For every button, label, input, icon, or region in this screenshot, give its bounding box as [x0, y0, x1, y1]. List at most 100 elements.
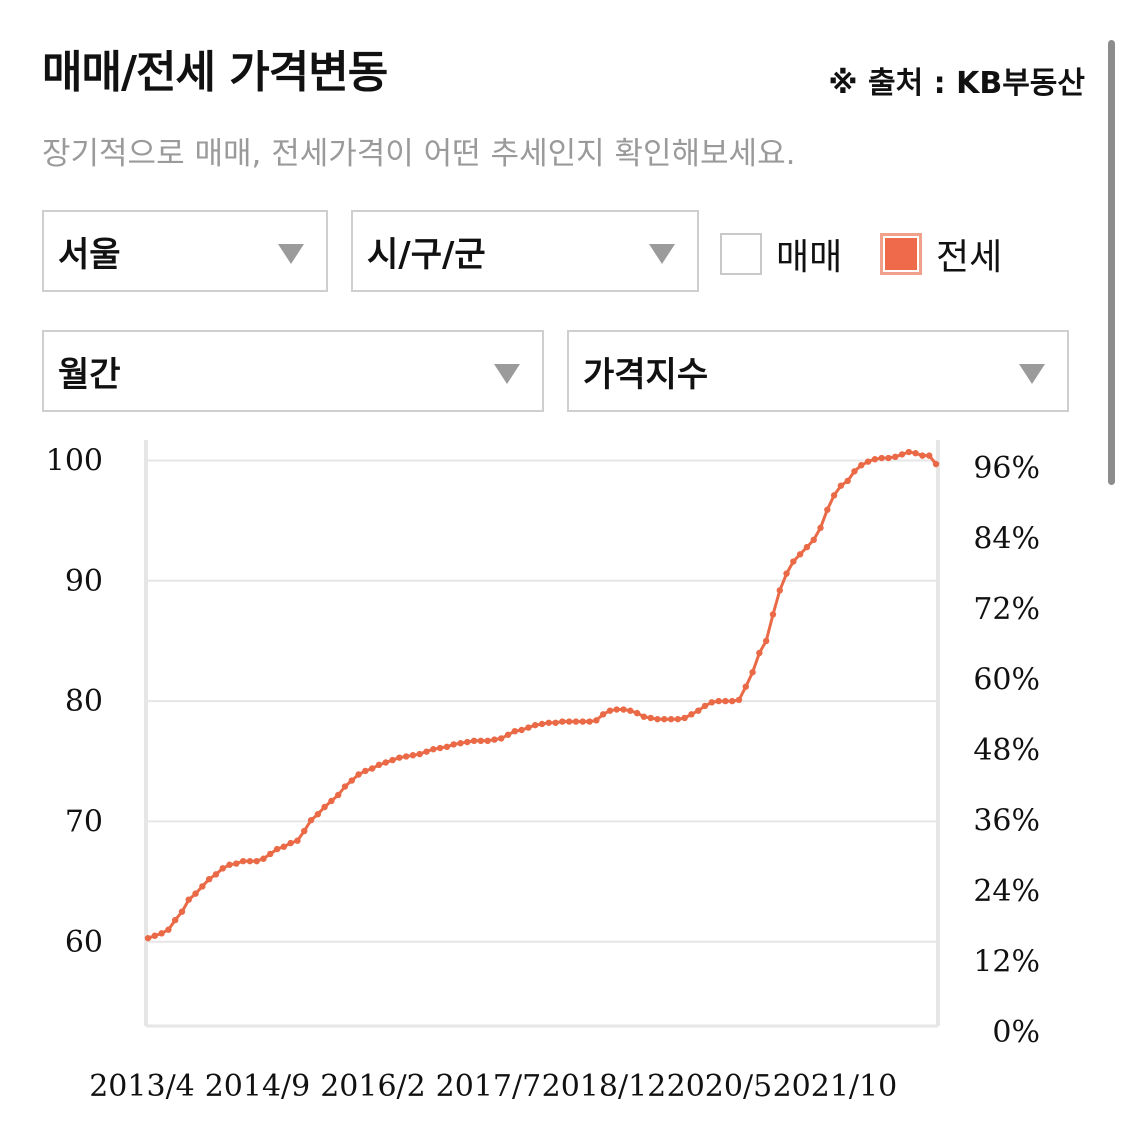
data-point [389, 756, 396, 764]
data-point [396, 754, 403, 761]
data-point [504, 731, 512, 738]
data-point [796, 551, 804, 558]
data-point [851, 468, 858, 475]
data-point [647, 714, 654, 722]
data-point [246, 857, 254, 865]
data-point [273, 845, 281, 853]
jeonse-checkbox[interactable] [880, 233, 922, 275]
district-select[interactable]: 시/구/군 [351, 210, 699, 292]
y2-tick-label: 24% [973, 874, 1040, 909]
sale-checkbox[interactable] [720, 233, 762, 275]
data-point [436, 744, 444, 752]
data-point [912, 450, 919, 457]
data-point [348, 777, 355, 784]
data-point [498, 735, 505, 742]
data-point [695, 707, 702, 714]
data-point [810, 536, 817, 544]
data-point [511, 727, 519, 735]
y2-tick-label: 72% [973, 592, 1040, 627]
data-point [661, 715, 668, 723]
data-point [885, 454, 892, 462]
data-point [620, 706, 627, 713]
x-tick-label: 2018/12 [542, 1069, 667, 1104]
data-point [864, 458, 872, 465]
data-point [749, 669, 756, 676]
data-point [871, 456, 879, 463]
data-point [593, 717, 600, 724]
data-point [192, 890, 199, 897]
y2-tick-label: 36% [973, 804, 1040, 839]
plot-area [146, 440, 938, 1028]
chevron-down-icon [1019, 364, 1045, 384]
y2-tick-label: 60% [973, 663, 1040, 698]
region-select[interactable]: 서울 [42, 210, 328, 292]
data-point [525, 724, 532, 731]
data-point [457, 740, 464, 747]
data-point [674, 715, 682, 723]
data-point [572, 718, 580, 725]
data-point [178, 908, 186, 915]
data-point [729, 697, 736, 705]
jeonse-toggle[interactable]: 전세 [880, 228, 1002, 280]
data-point [579, 718, 586, 725]
metric-select[interactable]: 가격지수 [567, 330, 1069, 412]
data-point [830, 492, 838, 499]
data-point [858, 462, 865, 469]
chevron-down-icon [649, 244, 675, 264]
data-point [926, 452, 933, 459]
data-point [205, 875, 213, 883]
data-point [375, 761, 383, 769]
period-select-value: 월간 [58, 354, 121, 395]
data-point [165, 926, 172, 933]
data-point [294, 837, 301, 844]
data-point [905, 448, 913, 456]
period-select[interactable]: 월간 [42, 330, 544, 412]
data-point [742, 683, 749, 690]
data-point [878, 454, 885, 462]
data-point [565, 718, 573, 725]
data-point [484, 737, 491, 745]
data-point [423, 748, 430, 755]
data-point [783, 570, 790, 577]
data-point [301, 827, 308, 835]
data-point [171, 916, 179, 924]
data-point [199, 883, 206, 890]
data-point [545, 719, 552, 726]
data-point [491, 736, 498, 743]
y-tick-label: 80 [65, 684, 103, 719]
x-tick-label: 2013/4 [89, 1069, 195, 1104]
data-point [892, 453, 899, 461]
scrollbar[interactable] [1108, 40, 1115, 485]
data-point [606, 707, 614, 714]
y2-tick-label: 0% [992, 1015, 1040, 1050]
data-point [932, 460, 940, 468]
data-point [538, 720, 546, 728]
data-point [477, 737, 485, 745]
data-point [681, 714, 688, 722]
data-point [817, 524, 824, 532]
chevron-down-icon [278, 244, 304, 264]
region-select-value: 서울 [58, 234, 121, 275]
data-point [341, 783, 349, 790]
data-point [708, 699, 716, 706]
sale-toggle-label: 매매 [776, 237, 843, 278]
page-title: 매매/전세 가격변동 [42, 47, 388, 98]
data-point [253, 857, 260, 865]
data-point [756, 649, 763, 657]
metric-select-value: 가격지수 [583, 354, 709, 395]
data-point [355, 771, 362, 778]
y2-tick-label: 12% [973, 945, 1040, 980]
data-point [219, 865, 226, 872]
data-point [402, 753, 410, 760]
data-point [362, 767, 369, 775]
data-point [769, 611, 777, 618]
data-point [599, 711, 607, 718]
x-tick-label: 2017/7 [436, 1069, 542, 1104]
jeonse-toggle-label: 전세 [936, 237, 1003, 278]
data-point [450, 741, 457, 748]
y2-tick-label: 96% [973, 451, 1040, 486]
data-point [321, 803, 328, 811]
y-tick-label: 70 [65, 804, 103, 839]
sale-toggle[interactable]: 매매 [720, 228, 842, 280]
